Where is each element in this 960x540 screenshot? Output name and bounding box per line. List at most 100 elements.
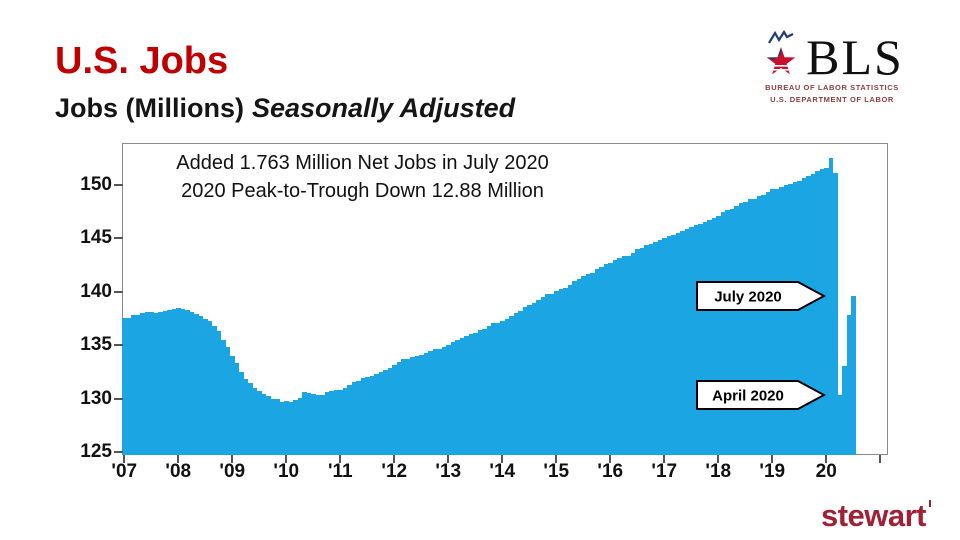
bls-logo-row: BLS <box>752 30 912 82</box>
bar-month-103 <box>585 274 591 455</box>
bar-month-88 <box>518 310 523 455</box>
bar-month-100 <box>572 281 577 455</box>
bar-month-79 <box>477 330 483 455</box>
subtitle-plain: Jobs (Millions) <box>55 93 244 123</box>
bar-month-129 <box>702 222 708 455</box>
bar-month-95 <box>549 293 555 455</box>
bar-month-46 <box>329 391 334 455</box>
bar-month-72 <box>446 344 451 455</box>
bar-month-25 <box>234 363 240 455</box>
bar-month-36 <box>284 401 289 455</box>
bar-month-26 <box>239 371 244 455</box>
bar-month-115 <box>639 247 645 455</box>
bar-month-61 <box>396 362 402 455</box>
x-axis-label-14: '14 <box>489 461 516 482</box>
bar-month-70 <box>437 349 442 455</box>
bar-month-80 <box>482 328 487 455</box>
bar-month-3 <box>135 314 141 455</box>
stewart-logo: stewart <box>821 498 931 534</box>
callout-april-2020: April 2020 <box>696 380 826 411</box>
bar-month-96 <box>554 291 559 455</box>
bar-month-49 <box>342 387 348 455</box>
bar-month-8 <box>158 311 163 455</box>
bar-month-102 <box>581 275 586 455</box>
bar-month-32 <box>266 396 271 455</box>
x-axis-tick <box>879 455 882 463</box>
bar-month-56 <box>374 373 379 455</box>
bar-month-125 <box>684 229 690 455</box>
bar-month-126 <box>689 227 694 455</box>
x-axis-label-11: '11 <box>327 461 353 482</box>
bar-month-14 <box>185 310 190 455</box>
subtitle-italic: Seasonally Adjusted <box>252 93 516 123</box>
bar-month-6 <box>149 312 154 455</box>
y-axis-label-150: 150 <box>80 173 112 195</box>
bar-month-133 <box>720 212 726 455</box>
bar-month-66 <box>419 354 424 455</box>
bar-month-34 <box>275 398 280 455</box>
x-axis-tick <box>555 455 558 463</box>
y-axis-tick <box>114 451 123 453</box>
bar-month-140 <box>752 198 757 455</box>
bar-month-13 <box>180 309 186 455</box>
bar-month-160 <box>842 366 847 455</box>
bar-month-145 <box>774 189 780 455</box>
bar-month-91 <box>531 302 537 455</box>
x-axis-tick <box>231 455 234 463</box>
bar-month-74 <box>455 340 460 455</box>
bar-month-153 <box>810 174 816 455</box>
bar-month-144 <box>770 189 775 455</box>
bar-month-116 <box>644 244 649 455</box>
bar-month-19 <box>207 321 213 455</box>
bar-month-22 <box>221 339 226 455</box>
x-axis-label-12: '12 <box>381 461 408 482</box>
bar-month-147 <box>783 185 789 455</box>
x-axis-tick <box>339 455 342 463</box>
bar-month-71 <box>441 346 447 455</box>
bar-month-37 <box>288 401 294 455</box>
x-axis-label-07: '07 <box>111 461 138 482</box>
bar-month-119 <box>657 240 663 455</box>
bar-month-0 <box>122 318 127 455</box>
bar-month-143 <box>765 192 771 455</box>
bar-month-101 <box>576 278 582 455</box>
bar-month-99 <box>567 284 573 455</box>
bar-month-146 <box>779 187 784 455</box>
bar-month-154 <box>815 171 820 455</box>
bar-month-122 <box>671 234 676 455</box>
bar-month-7 <box>153 312 159 455</box>
bar-month-63 <box>405 358 411 455</box>
bar-month-107 <box>603 263 609 455</box>
bar-month-157 <box>828 158 834 455</box>
bar-month-86 <box>509 316 514 455</box>
bar-month-84 <box>500 320 505 455</box>
bar-month-52 <box>356 380 361 455</box>
bar-month-137 <box>738 203 744 455</box>
annotation-line-2: 2020 Peak-to-Trough Down 12.88 Million <box>181 180 544 202</box>
y-axis-label-145: 145 <box>80 227 112 248</box>
chart-annotation: Added 1.763 Million Net Jobs in July 202… <box>140 149 585 205</box>
bar-month-40 <box>302 392 307 455</box>
bar-month-64 <box>410 357 415 455</box>
y-axis-label-135: 135 <box>80 334 112 355</box>
annotation-line-1: Added 1.763 Million Net Jobs in July 202… <box>176 152 549 174</box>
x-axis-label-20: 20 <box>815 461 837 482</box>
bar-month-33 <box>270 398 276 455</box>
bar-month-65 <box>414 356 420 455</box>
bar-month-28 <box>248 382 253 455</box>
bar-month-24 <box>230 355 235 455</box>
y-axis-tick <box>114 290 123 293</box>
x-axis-tick <box>393 455 396 463</box>
bar-month-54 <box>365 377 370 455</box>
x-axis-tick <box>285 455 288 463</box>
bar-month-69 <box>432 349 438 455</box>
bar-month-152 <box>806 176 811 455</box>
bar-month-10 <box>167 309 172 455</box>
callout-april-2020-label: April 2020 <box>712 388 784 405</box>
x-axis-tick <box>177 455 180 463</box>
bar-month-108 <box>608 262 613 455</box>
bar-month-139 <box>747 199 753 455</box>
bar-month-75 <box>459 338 465 455</box>
bar-month-55 <box>369 376 375 455</box>
